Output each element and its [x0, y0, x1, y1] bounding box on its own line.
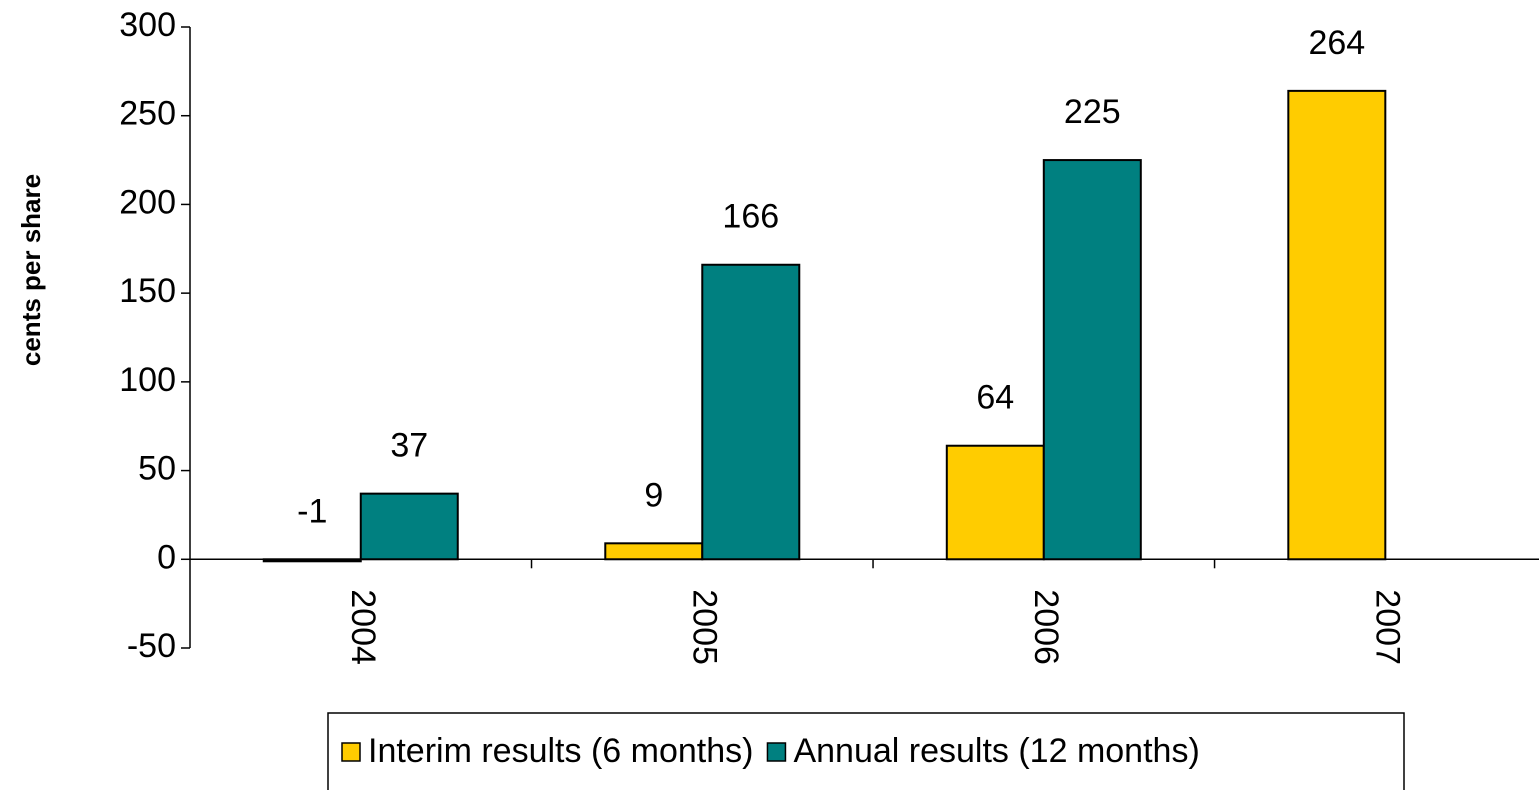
data-label: 64 — [976, 379, 1014, 417]
data-label: 37 — [390, 427, 428, 465]
legend-swatch — [341, 742, 361, 762]
data-label: 264 — [1308, 24, 1365, 62]
bar — [262, 558, 362, 563]
x-tick-label: 2005 — [685, 589, 723, 665]
y-tick-label: 0 — [157, 538, 176, 576]
legend-label: Annual results (12 months) — [793, 732, 1199, 770]
data-label: 166 — [722, 198, 779, 236]
legend-box — [327, 712, 1405, 790]
data-label: 9 — [644, 476, 663, 514]
y-tick-label: 150 — [119, 272, 176, 310]
y-tick-label: 300 — [119, 6, 176, 44]
bar — [1042, 159, 1142, 561]
legend-label: Interim results (6 months) — [368, 732, 753, 770]
bar — [604, 542, 704, 561]
data-label: 225 — [1064, 93, 1121, 131]
x-tick-label: 2006 — [1027, 589, 1065, 665]
x-tick-label: 2004 — [344, 589, 382, 665]
y-axis-label: cents per share — [16, 174, 46, 366]
bar — [359, 492, 459, 561]
y-tick-label: 100 — [119, 361, 176, 399]
bar — [701, 263, 801, 561]
x-tick-label: 2007 — [1368, 589, 1406, 665]
y-tick-label: 250 — [119, 95, 176, 133]
legend-swatch — [766, 742, 787, 762]
bar — [945, 444, 1045, 561]
data-label: -1 — [297, 492, 327, 530]
bar — [1287, 89, 1387, 561]
y-tick-label: -50 — [127, 627, 176, 665]
y-tick-label: 200 — [119, 183, 176, 221]
y-tick-label: 50 — [138, 450, 176, 488]
